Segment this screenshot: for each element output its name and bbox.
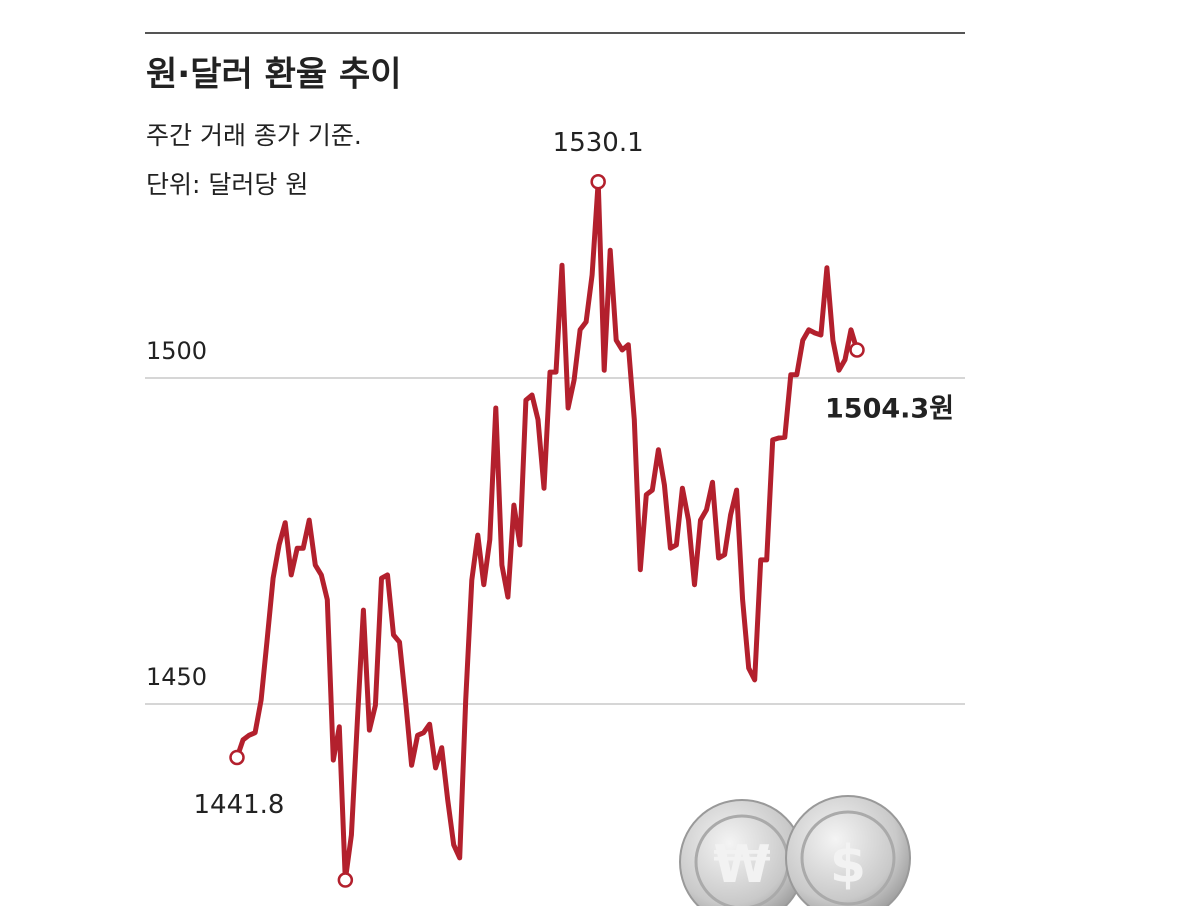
coin-symbol: $ [830,835,866,895]
chart-title: 원·달러 환율 추이 [146,55,402,95]
point-marker [849,342,865,358]
point-marker [337,872,354,888]
line [234,179,860,883]
y-tick-label: 1450 [146,663,207,691]
data-label: 1504.3원 [825,393,954,424]
point-marker [590,173,606,190]
data-label: 1441.8 [194,790,285,820]
chart-subtitle: 주간 거래 종가 기준. [146,121,362,150]
y-tick-label: 1500 [146,337,207,365]
coins: ₩ $ [679,795,911,906]
coin-symbol: ₩ [713,835,770,895]
data-label: 1530.1 [553,128,644,158]
chart-subtitle: 단위: 달러당 원 [146,170,308,199]
coin-rim [800,810,896,906]
point-marker [229,749,245,766]
